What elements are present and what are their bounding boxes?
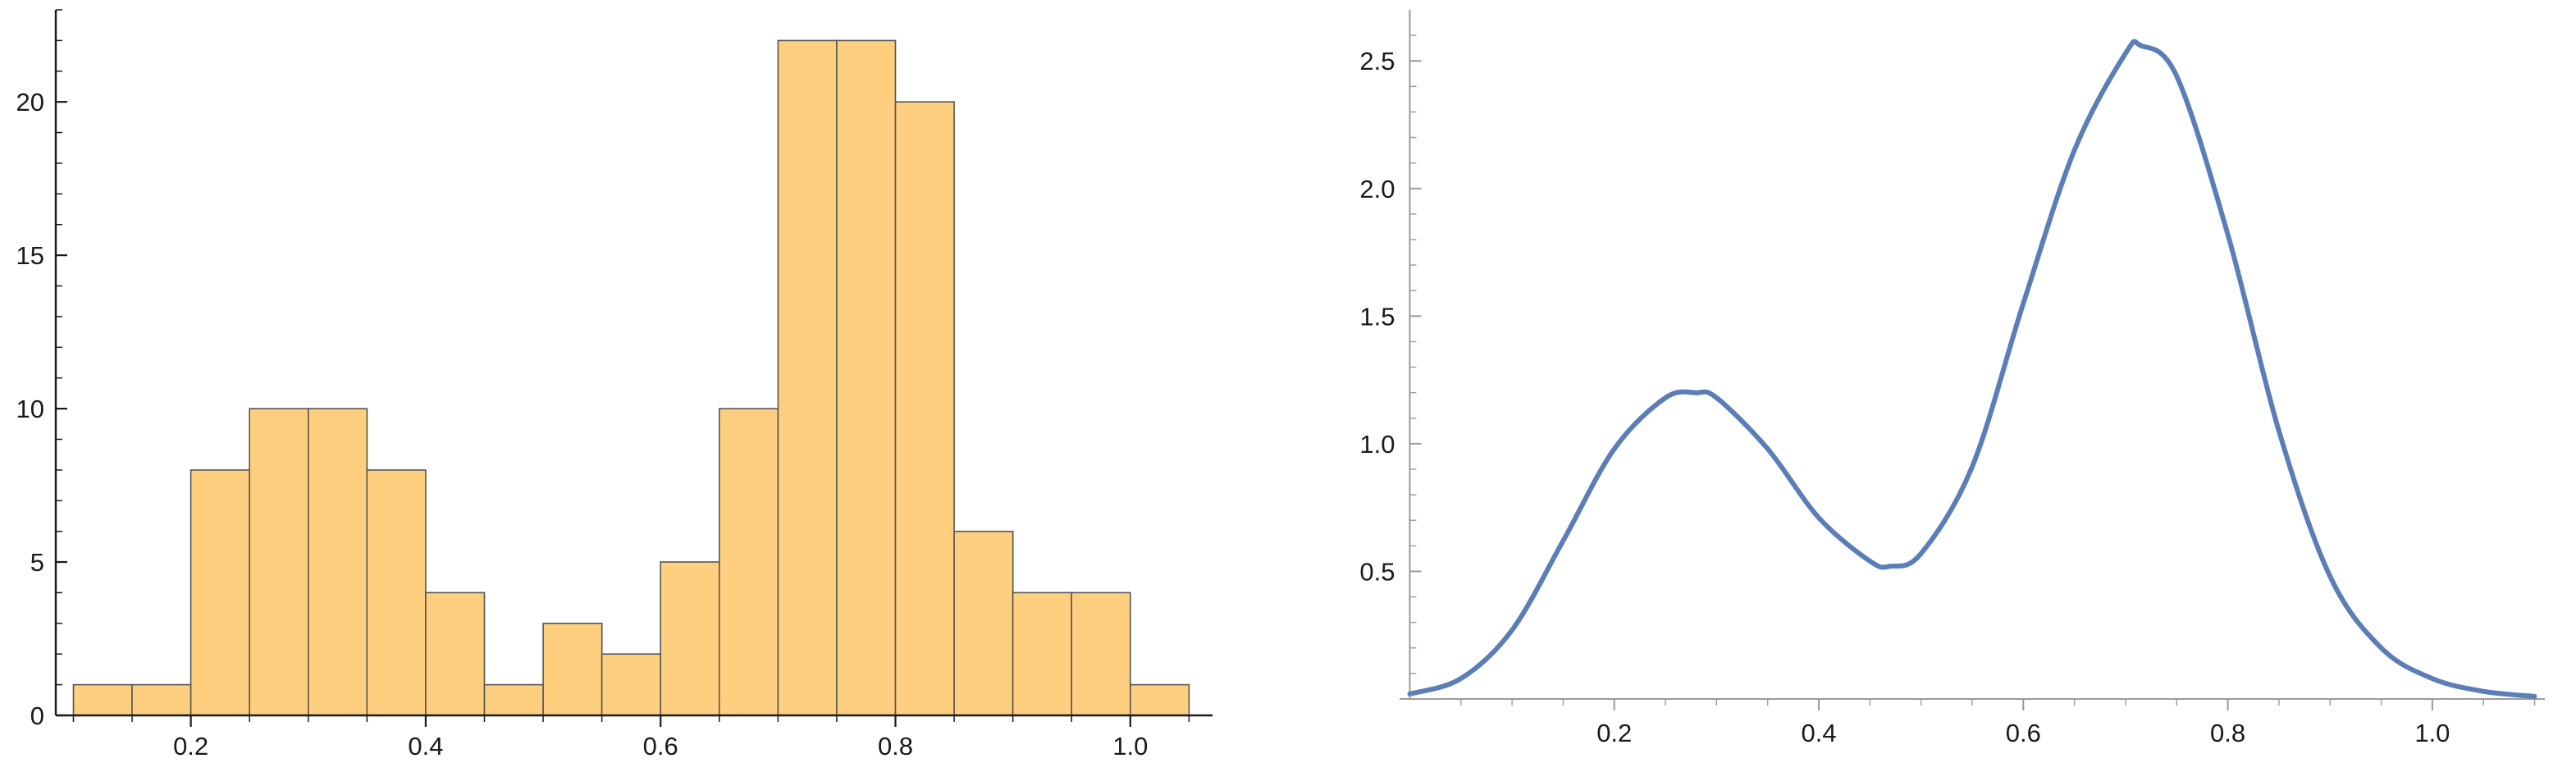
histogram-bars [72, 39, 1190, 716]
histogram-bar-11 [718, 408, 779, 716]
histogram-bar-6 [425, 592, 486, 716]
histogram-bar-12 [777, 39, 838, 716]
histogram-bar-3 [249, 408, 309, 716]
histogram-x-tick-label: 0.4 [408, 732, 443, 761]
histogram-y-axis: 0 5 10 15 20 [16, 9, 67, 730]
histogram-x-tick-label: 0.8 [878, 732, 913, 761]
histogram-y-tick-label: 20 [16, 88, 44, 116]
density-x-axis: 0.2 0.4 0.6 0.8 1.0 [1400, 698, 2545, 747]
histogram-bar-0 [72, 683, 133, 716]
density-y-tick-label: 2.5 [1359, 47, 1395, 75]
density-x-tick-label: 0.4 [1801, 719, 1836, 747]
density-x-tick-label: 0.6 [2006, 719, 2041, 747]
histogram-bar-1 [131, 683, 192, 716]
histogram-bar-4 [307, 408, 368, 716]
density-y-tick-label: 1.5 [1359, 302, 1395, 331]
histogram-bar-14 [894, 101, 955, 716]
histogram-bar-15 [953, 530, 1014, 716]
histogram-chart: 0.2 0.4 0.6 0.8 1.0 0 5 10 15 20 [16, 9, 1213, 761]
histogram-bar-2 [190, 469, 251, 716]
histogram-x-tick-label: 1.0 [1112, 732, 1148, 761]
histogram-bar-9 [601, 653, 661, 716]
histogram-x-tick-label: 0.2 [173, 732, 208, 761]
histogram-bar-8 [542, 622, 603, 716]
density-x-tick-label: 0.2 [1596, 719, 1632, 747]
density-x-tick-label: 0.8 [2210, 719, 2245, 747]
density-y-tick-label: 0.5 [1359, 557, 1395, 586]
histogram-bar-7 [483, 683, 544, 716]
density-curve-group [1407, 39, 2537, 699]
histogram-bar-18 [1130, 683, 1190, 716]
histogram-y-tick-label: 10 [16, 395, 44, 423]
histogram-y-tick-label: 15 [16, 241, 44, 270]
histogram-y-tick-label: 0 [30, 701, 44, 730]
density-y-tick-label: 1.0 [1359, 430, 1395, 459]
histogram-x-axis: 0.2 0.4 0.6 0.8 1.0 [56, 714, 1213, 761]
density-x-tick-label: 1.0 [2414, 719, 2450, 747]
histogram-bar-13 [836, 39, 897, 716]
histogram-bar-17 [1071, 592, 1131, 716]
density-y-axis: 0.5 1.0 1.5 2.0 2.5 [1359, 10, 1422, 699]
histogram-y-tick-label: 5 [30, 548, 44, 577]
histogram-bar-10 [660, 561, 720, 716]
density-chart: 0.2 0.4 0.6 0.8 1.0 0.5 1.0 1.5 2.0 2.5 [1359, 10, 2545, 747]
histogram-bar-16 [1012, 592, 1072, 716]
density-y-tick-label: 2.0 [1359, 175, 1395, 203]
density-curve [1407, 39, 2537, 699]
histogram-bar-5 [366, 469, 427, 716]
histogram-x-tick-label: 0.6 [643, 732, 678, 761]
